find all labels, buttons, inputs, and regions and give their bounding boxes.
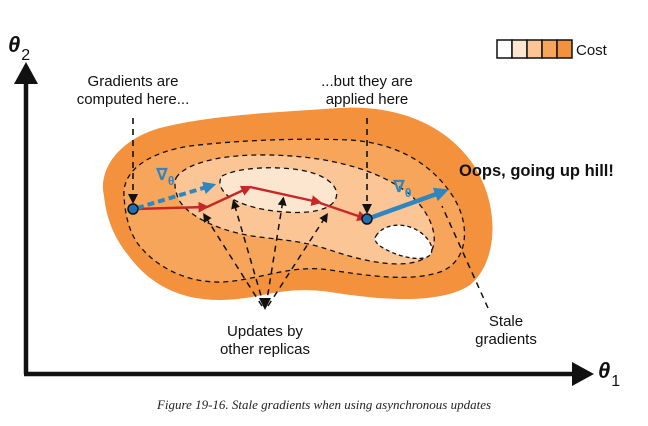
stale-label-line1: Stale	[489, 313, 523, 330]
computed-label-line2: computed here...	[77, 91, 190, 108]
x-axis-symbol: θ	[598, 358, 610, 383]
legend-swatch-5	[556, 39, 573, 59]
stale-label-line2: gradients	[475, 331, 537, 348]
legend-label: Cost	[576, 42, 608, 59]
replica-leader-3	[265, 196, 287, 307]
nabla-subscript-1: θ	[168, 174, 175, 188]
x-axis-arrowhead	[572, 362, 594, 386]
computed-leader-arrowhead	[128, 194, 138, 204]
x-axis-subscript: 1	[611, 373, 620, 390]
applied-label-line1: ...but they are	[321, 73, 413, 90]
update-step-1	[134, 201, 210, 213]
computed-label-line1: Gradients are	[88, 73, 179, 90]
replica-leader-1	[203, 212, 263, 307]
replica-leader-2	[231, 199, 265, 307]
applied-leader-arrowhead	[362, 204, 372, 214]
stale-leader	[441, 205, 489, 309]
replica-leader-4	[267, 212, 328, 307]
y-axis-arrowhead	[14, 62, 38, 84]
legend-swatch-4	[541, 39, 558, 59]
y-axis-subscript: 2	[21, 47, 30, 64]
gradient-computed-point	[127, 203, 139, 215]
nabla-symbol-1: ∇	[156, 165, 168, 184]
nabla-theta-label-1: ∇θ	[156, 165, 174, 188]
legend-swatch-3	[526, 39, 543, 59]
cost-region-inner	[374, 224, 433, 260]
oops-label: Oops, going up hill!	[459, 162, 614, 180]
figure-caption: Figure 19-16. Stale gradients when using…	[156, 397, 492, 412]
nabla-symbol-2: ∇	[393, 177, 405, 196]
nabla-subscript-2: θ	[405, 186, 412, 200]
computed-gradient-arrow	[136, 181, 217, 210]
replica-leaders	[203, 196, 328, 310]
y-axis-symbol: θ	[8, 32, 20, 57]
replicas-label-line2: other replicas	[220, 341, 310, 358]
gradient-applied-point	[361, 213, 373, 225]
nabla-theta-label-2: ∇θ	[393, 177, 411, 200]
update-step-2	[206, 185, 252, 209]
legend-swatch-2	[511, 39, 528, 59]
update-step-3	[249, 185, 323, 206]
update-step-4	[319, 201, 369, 222]
y-axis-label: θ2	[8, 32, 30, 64]
replica-bottom-arrowhead	[259, 298, 271, 310]
cost-legend: Cost	[496, 39, 608, 59]
axes: θ2 θ1	[8, 32, 620, 390]
stale-gradient-arrow	[369, 187, 449, 221]
legend-swatch-1	[496, 39, 513, 59]
x-axis-label: θ1	[598, 358, 620, 390]
replicas-label-line1: Updates by	[227, 323, 303, 340]
update-path	[134, 185, 369, 222]
cost-region-ring4	[219, 167, 338, 214]
applied-label-line2: applied here	[326, 91, 409, 108]
